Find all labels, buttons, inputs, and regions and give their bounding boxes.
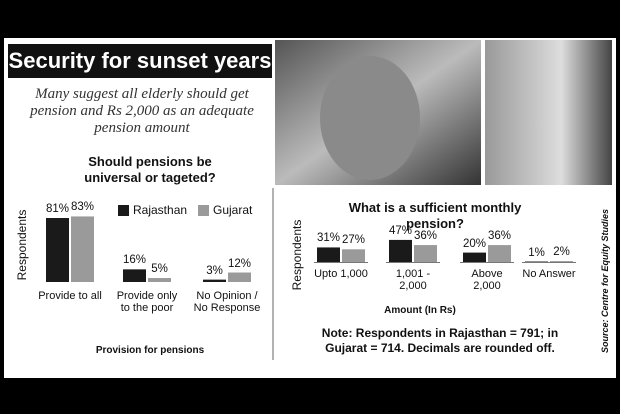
value-label: 5% xyxy=(151,263,168,276)
x-tick-label: No Answer xyxy=(522,268,576,280)
note: Note: Respondents in Rajasthan = 791; in… xyxy=(321,326,559,355)
bar xyxy=(342,249,365,262)
value-label: 36% xyxy=(413,230,438,243)
x-tick-label: Provide only to the poor xyxy=(116,290,178,314)
x-axis-label: Provision for pensions xyxy=(95,345,205,356)
subtitle: Many suggest all elderly should get pens… xyxy=(30,86,254,136)
bar xyxy=(148,278,171,282)
y-axis-label: Respondents xyxy=(290,219,304,291)
bar xyxy=(550,261,573,262)
value-label: 3% xyxy=(206,264,223,277)
source: Source: Centre for Equity Studies xyxy=(600,208,610,354)
bar xyxy=(317,247,340,262)
bar xyxy=(46,218,69,282)
bar xyxy=(71,216,94,282)
value-label: 2% xyxy=(553,246,570,259)
bar xyxy=(203,279,226,282)
y-axis-label: Respondents xyxy=(15,209,29,281)
bar xyxy=(389,239,412,262)
legend-label: Rajasthan xyxy=(133,203,188,217)
value-label: 27% xyxy=(341,234,366,247)
value-label: 36% xyxy=(487,230,512,243)
value-label: 16% xyxy=(122,254,147,267)
value-label: 81% xyxy=(45,203,70,215)
value-label: 47% xyxy=(388,224,413,237)
baseline xyxy=(314,262,368,263)
value-label: 12% xyxy=(227,257,252,270)
x-tick-label: 1,001 - 2,000 xyxy=(395,268,431,292)
bar xyxy=(123,269,146,282)
x-tick-label: No Opinion / No Response xyxy=(193,290,261,314)
x-tick-label: Upto 1,000 xyxy=(314,268,368,280)
legend-label: Gujarat xyxy=(213,203,253,217)
bar xyxy=(488,245,511,262)
bar xyxy=(414,245,437,262)
value-label: 1% xyxy=(528,246,545,259)
x-axis-label: Amount (In Rs) xyxy=(384,305,456,316)
x-tick-label: Above 2,000 xyxy=(471,268,503,292)
baseline xyxy=(460,262,514,263)
x-tick-label: Provide to all xyxy=(38,290,102,302)
title: Security for sunset years xyxy=(8,48,272,73)
chart-title: Should pensions be universal or tageted? xyxy=(84,154,216,185)
chart-title: What is a sufficient monthly pension? xyxy=(348,200,522,231)
value-label: 31% xyxy=(316,232,341,245)
photo-money xyxy=(485,40,612,185)
title-banner xyxy=(8,44,272,78)
baseline xyxy=(386,262,440,263)
legend-swatch xyxy=(118,205,129,216)
baseline xyxy=(522,262,576,263)
photo-face xyxy=(320,56,420,180)
value-label: 83% xyxy=(70,201,95,214)
bar xyxy=(228,272,251,282)
legend-swatch xyxy=(198,205,209,216)
value-label: 20% xyxy=(462,237,487,250)
bar xyxy=(463,252,486,262)
